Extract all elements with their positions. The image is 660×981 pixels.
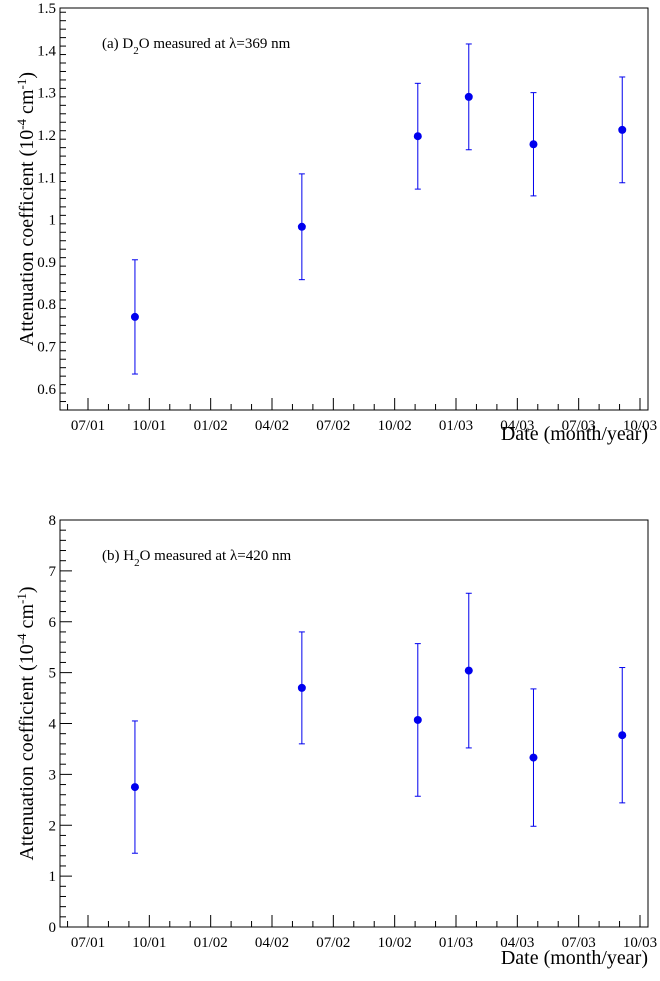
y-tick-label: 0.7 bbox=[37, 340, 56, 356]
x-tick-label: 01/02 bbox=[194, 935, 228, 951]
x-tick-label: 10/03 bbox=[623, 418, 657, 434]
y-tick-label: 6 bbox=[49, 615, 57, 631]
x-tick-label: 07/02 bbox=[316, 935, 350, 951]
x-tick-label: 07/01 bbox=[71, 935, 105, 951]
y-tick-label: 4 bbox=[49, 717, 57, 733]
panel-annotation-part: O measured at λ=369 nm bbox=[139, 36, 291, 52]
y-axis-title: Attenuation coefficient (10-4 cm-1) bbox=[14, 72, 39, 346]
panel-annotation-part: (a) D bbox=[102, 36, 133, 52]
x-tick-label: 07/03 bbox=[562, 935, 596, 951]
plot-frame bbox=[59, 519, 649, 928]
x-tick-label: 10/03 bbox=[623, 935, 657, 951]
x-tick-label: 07/03 bbox=[562, 418, 596, 434]
y-axis-title-part: cm bbox=[16, 89, 38, 119]
y-axis-title-superscript: -4 bbox=[14, 633, 29, 644]
y-tick-label: 3 bbox=[49, 767, 57, 783]
chart-panel-a: 07/01 10/01 01/02 04/02 07/02 10/02 01/03 04/03… bbox=[14, 1, 658, 445]
y-axis-title-superscript: -1 bbox=[14, 593, 29, 604]
y-tick-label: 0.9 bbox=[37, 255, 56, 271]
data-point bbox=[464, 666, 473, 675]
y-tick-label: 1.1 bbox=[37, 170, 56, 186]
x-axis-title: Date (month/year) bbox=[501, 947, 648, 969]
x-tick-label: 10/02 bbox=[378, 935, 412, 951]
data-point bbox=[297, 222, 306, 231]
y-tick-label: 1.2 bbox=[37, 128, 56, 144]
y-tick-label: 7 bbox=[49, 564, 57, 580]
x-tick-label: 04/02 bbox=[255, 935, 289, 951]
panel-annotation-part: 2 bbox=[133, 45, 139, 57]
panel-annotation: (b) H2O measured at λ=420 nm bbox=[102, 548, 291, 569]
y-tick-label: 0.8 bbox=[37, 297, 56, 313]
y-tick-label: 8 bbox=[49, 513, 57, 529]
x-tick-label: 04/02 bbox=[255, 418, 289, 434]
y-tick-label: 2 bbox=[49, 818, 57, 834]
data-point bbox=[618, 125, 627, 134]
panel-annotation: (a) D2O measured at λ=369 nm bbox=[102, 36, 291, 57]
x-tick-label: 10/01 bbox=[132, 935, 166, 951]
x-tick-label: 04/03 bbox=[500, 935, 534, 951]
x-tick-label: 07/02 bbox=[316, 418, 350, 434]
data-point bbox=[529, 753, 538, 762]
y-tick-label: 1.5 bbox=[37, 1, 56, 17]
y-axis-title-part: Attenuation coefficient (10 bbox=[16, 130, 38, 346]
data-point bbox=[464, 92, 473, 101]
y-tick-label: 1.4 bbox=[37, 43, 56, 59]
data-point bbox=[413, 132, 422, 141]
data-point bbox=[130, 783, 139, 792]
y-axis-title-part: ) bbox=[16, 586, 38, 593]
y-tick-label: 0.6 bbox=[37, 382, 56, 398]
x-tick-label: 04/03 bbox=[500, 418, 534, 434]
y-tick-label: 1 bbox=[49, 869, 57, 885]
y-axis-title: Attenuation coefficient (10-4 cm-1) bbox=[14, 586, 39, 860]
data-point bbox=[130, 312, 139, 321]
y-axis-title-superscript: -1 bbox=[14, 79, 29, 90]
y-axis-title-part: Attenuation coefficient (10 bbox=[16, 644, 38, 860]
data-point bbox=[529, 140, 538, 149]
x-tick-label: 07/01 bbox=[71, 418, 105, 434]
data-point bbox=[618, 731, 627, 740]
x-tick-label: 01/03 bbox=[439, 935, 473, 951]
y-axis-title-superscript: -4 bbox=[14, 118, 29, 129]
y-tick-label: 5 bbox=[49, 666, 57, 682]
chart-panel-b: 07/01 10/01 01/02 04/02 07/02 10/02 01/03 04/03… bbox=[14, 513, 658, 969]
panel-annotation-part: O measured at λ=420 nm bbox=[140, 548, 292, 564]
y-axis-title-part: cm bbox=[16, 604, 38, 634]
plot-frame bbox=[59, 7, 649, 411]
panel-annotation-part: 2 bbox=[134, 557, 140, 569]
y-tick-label: 1.3 bbox=[37, 86, 56, 102]
y-tick-label: 1 bbox=[49, 213, 57, 229]
x-tick-label: 01/02 bbox=[194, 418, 228, 434]
x-tick-label: 10/01 bbox=[132, 418, 166, 434]
panel-annotation-part: (b) H bbox=[102, 548, 134, 564]
x-tick-label: 10/02 bbox=[378, 418, 412, 434]
x-tick-label: 01/03 bbox=[439, 418, 473, 434]
y-tick-label: 0 bbox=[49, 920, 57, 936]
x-axis-title: Date (month/year) bbox=[501, 423, 648, 445]
data-point bbox=[297, 683, 306, 692]
y-axis-title-part: ) bbox=[16, 72, 38, 79]
data-point bbox=[413, 715, 422, 724]
